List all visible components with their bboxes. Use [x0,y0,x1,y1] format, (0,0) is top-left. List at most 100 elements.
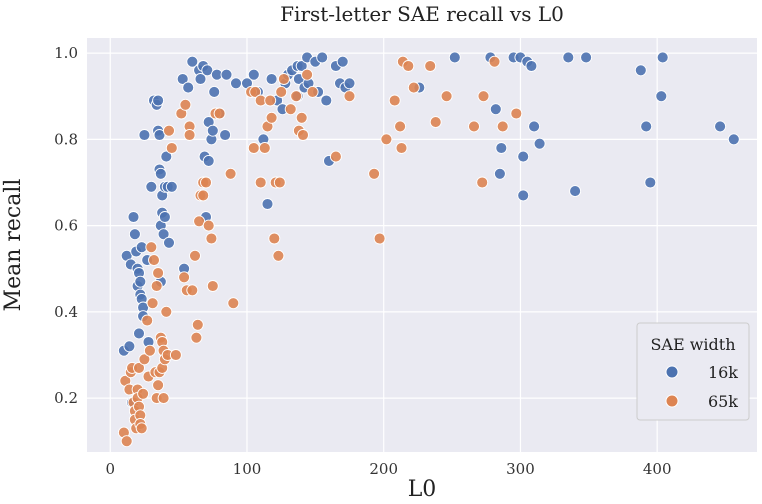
axis-ticks: 0 100 200 300 400 0.2 0.4 0.6 0.8 1.0 [54,44,671,478]
point-65k [301,68,314,81]
point-16k [533,137,546,150]
chart-title: First-letter SAE recall vs L0 [280,2,564,26]
point-65k [189,249,201,262]
point-65k [265,111,278,124]
point-16k [176,73,189,85]
point-16k [138,129,151,141]
y-tick-label: 0.8 [54,130,78,148]
point-65k [388,94,401,107]
point-65k [224,167,237,180]
point-65k [380,133,393,146]
point-65k [295,111,308,124]
point-65k [143,344,156,357]
legend-title: SAE width [650,335,735,354]
point-16k [448,51,461,64]
point-16k [152,94,165,107]
point-65k [496,120,509,133]
point-16k [562,51,575,64]
point-65k [373,232,386,245]
point-16k [316,51,329,64]
series-65k [117,55,523,448]
point-65k [120,435,133,448]
x-tick-label: 200 [369,460,398,478]
point-16k [208,85,221,98]
point-16k [163,236,175,249]
point-65k [146,297,159,310]
point-16k [634,64,647,77]
point-16k [265,73,278,85]
point-16k [580,51,593,64]
point-65k [247,142,260,154]
point-65k [249,85,262,98]
point-65k [190,331,203,344]
point-65k [424,60,437,72]
point-16k [202,154,215,167]
point-65k [133,361,145,374]
point-16k [134,275,147,288]
point-16k [219,129,232,141]
point-16k [206,124,219,137]
point-65k [200,176,212,189]
point-16k [158,211,171,223]
legend-marker-65k [665,394,679,408]
point-16k [517,189,530,202]
point-16k [656,51,669,64]
point-65k [477,90,490,103]
point-16k [128,228,141,241]
point-16k [644,176,657,189]
point-65k [160,305,173,318]
x-tick-label: 0 [105,460,115,478]
legend-marker-16k [665,365,679,379]
point-65k [402,60,415,72]
point-65k [275,85,288,98]
point-65k [141,314,154,327]
point-16k [261,198,274,210]
point-65k [135,422,148,435]
point-65k [440,90,453,103]
point-65k [368,167,381,180]
y-tick-label: 0.2 [54,389,78,407]
point-65k [429,116,442,129]
y-axis-label: Mean recall [1,179,26,312]
legend-label-16k: 16k [708,363,738,382]
point-65k [290,90,303,103]
point-65k [157,392,170,405]
point-65k [165,142,178,154]
point-65k [148,254,160,267]
point-65k [206,280,219,292]
x-axis-label: L0 [408,477,437,502]
point-65k [394,120,407,133]
point-16k [247,68,260,81]
point-65k [191,318,204,331]
point-65k [152,379,165,392]
point-16k [343,77,356,90]
point-65k [407,81,420,94]
data-points [117,51,740,448]
point-16k [495,142,508,154]
point-16k [569,185,582,198]
point-16k [230,77,242,90]
point-16k [320,94,333,107]
point-65k [205,232,218,245]
point-65k [476,176,489,189]
point-65k [284,103,297,116]
point-16k [655,90,668,103]
point-65k [329,150,342,163]
point-16k [127,211,140,223]
point-16k [640,120,653,133]
point-65k [272,249,285,262]
point-65k [227,297,240,310]
point-65k [138,353,151,366]
x-tick-label: 400 [643,460,672,478]
legend: SAE width 16k 65k [636,322,750,421]
point-16k [517,150,530,163]
point-16k [525,60,538,72]
point-16k [154,167,167,180]
point-65k [197,189,210,202]
point-16k [493,167,506,180]
point-65k [264,94,277,107]
point-16k [489,103,502,116]
point-65k [178,271,191,284]
point-65k [169,349,182,361]
point-16k [295,60,308,72]
